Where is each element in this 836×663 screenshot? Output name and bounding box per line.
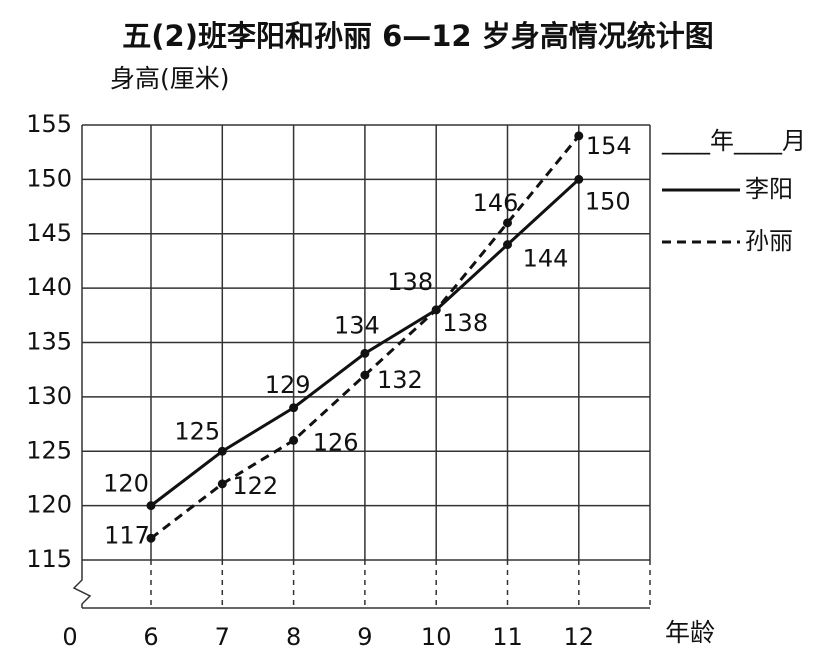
x-tick-label: 9 bbox=[357, 623, 372, 651]
y-tick-label: 120 bbox=[26, 491, 72, 519]
chart-title: 五(2)班李阳和孙丽 6—12 岁身高情况统计图 bbox=[122, 19, 713, 53]
data-point bbox=[503, 240, 512, 250]
data-point bbox=[217, 479, 227, 489]
data-label: 150 bbox=[585, 187, 631, 215]
y-tick-label: 125 bbox=[26, 436, 72, 464]
x-tick-label: 10 bbox=[421, 623, 452, 651]
axis-break bbox=[72, 560, 92, 608]
data-label: 144 bbox=[523, 245, 569, 273]
data-label: 126 bbox=[313, 428, 359, 456]
data-label: 138 bbox=[387, 268, 433, 296]
data-point bbox=[360, 348, 370, 358]
data-point bbox=[431, 305, 441, 315]
data-label: 125 bbox=[174, 417, 220, 445]
data-label: 132 bbox=[377, 366, 423, 394]
origin-label: 0 bbox=[62, 623, 77, 651]
x-axis-label: 年龄 bbox=[665, 618, 715, 647]
data-point bbox=[574, 174, 584, 184]
legend-label: 孙丽 bbox=[745, 227, 793, 255]
data-point bbox=[574, 131, 584, 141]
y-tick-label: 150 bbox=[26, 164, 72, 192]
x-tick-label: 8 bbox=[286, 623, 301, 651]
y-tick-label: 135 bbox=[26, 328, 72, 356]
x-tick-label: 12 bbox=[564, 623, 595, 651]
y-tick-label: 140 bbox=[26, 273, 72, 301]
y-tick-label: 130 bbox=[26, 382, 72, 410]
y-tick-label: 145 bbox=[26, 219, 72, 247]
y-tick-label: 115 bbox=[26, 545, 72, 573]
data-label: 146 bbox=[473, 189, 519, 217]
legend-header: ____年____月 bbox=[661, 127, 806, 155]
data-point bbox=[217, 446, 227, 456]
data-point bbox=[146, 501, 156, 511]
x-tick-label: 7 bbox=[215, 623, 230, 651]
data-point bbox=[289, 435, 299, 445]
data-point bbox=[503, 218, 512, 228]
x-tick-label: 6 bbox=[143, 623, 158, 651]
y-tick-label: 155 bbox=[26, 110, 72, 138]
data-label: 134 bbox=[334, 311, 380, 339]
data-label: 120 bbox=[103, 470, 149, 498]
y-axis-label: 身高(厘米) bbox=[110, 64, 230, 93]
data-label: 138 bbox=[442, 309, 488, 337]
data-label: 122 bbox=[232, 472, 278, 500]
data-label: 154 bbox=[586, 132, 632, 160]
data-point bbox=[289, 403, 299, 413]
data-point bbox=[360, 370, 370, 380]
x-tick-label: 11 bbox=[492, 623, 523, 651]
data-label: 129 bbox=[265, 371, 311, 399]
data-point bbox=[146, 533, 156, 543]
data-label: 117 bbox=[104, 521, 150, 549]
legend-label: 李阳 bbox=[745, 175, 793, 203]
